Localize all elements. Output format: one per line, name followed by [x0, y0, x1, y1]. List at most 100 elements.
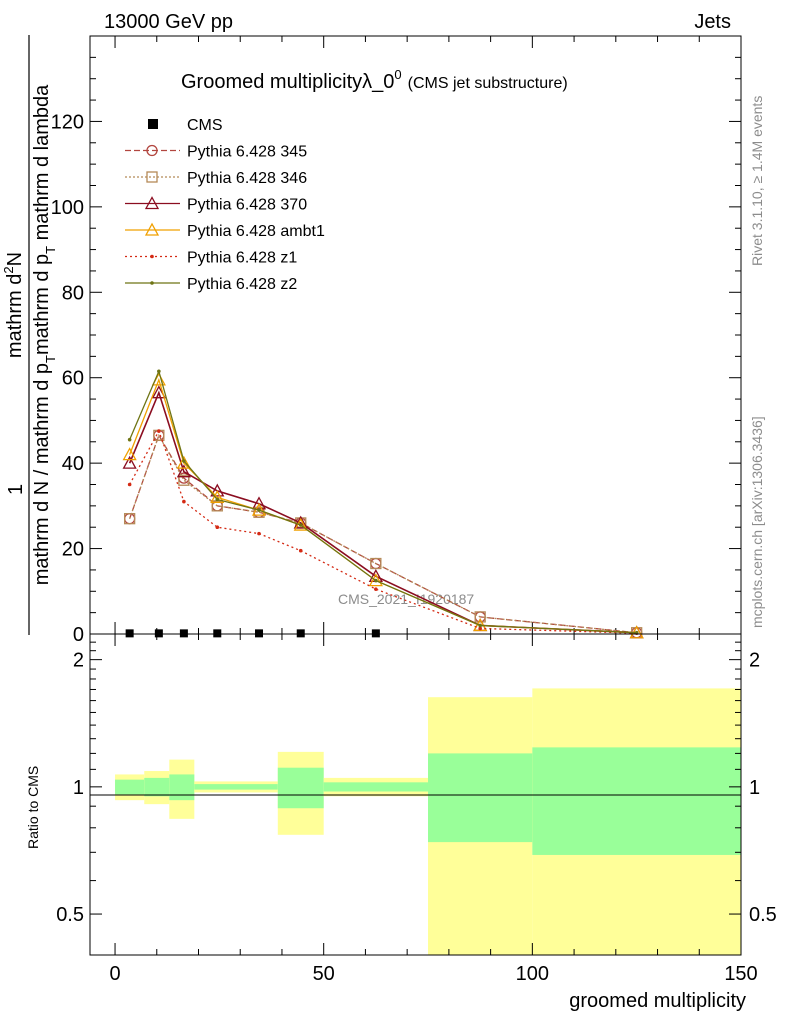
main-y-tick-label: 120 [51, 111, 84, 133]
cms-data-point [154, 629, 163, 638]
ratio-frame [89, 633, 742, 956]
ratio-y-tick-label-right: 0.5 [749, 904, 777, 926]
series-marker [374, 587, 378, 591]
watermark: CMS_2021_I1920187 [338, 591, 474, 607]
x-tick-label: 150 [724, 963, 757, 985]
legend-cms-label: CMS [187, 117, 223, 134]
series-marker [176, 455, 191, 469]
ratio-stat-band [323, 782, 429, 792]
series-marker [298, 548, 303, 553]
x-tick-label: 50 [313, 963, 335, 985]
y-label-numerator: mathrm d2N [1, 252, 26, 358]
series-marker [157, 429, 161, 433]
cms-data-point [296, 629, 305, 638]
series-marker [215, 497, 220, 502]
series-marker [122, 455, 137, 469]
ratio-y-tick-label: 0.5 [56, 904, 84, 926]
x-tick-label: 0 [109, 963, 120, 985]
rivet-label: Rivet 3.1.10, ≥ 1.4M events [749, 96, 765, 266]
y-den-p0: mathrm d N / mathrm d p [31, 363, 53, 585]
main-y-tick-label: 0 [73, 624, 84, 646]
main-y-tick-labels: 0 20 40 60 80 100 120 [51, 111, 84, 646]
series-layer [122, 369, 644, 639]
ratio-stat-band [277, 767, 324, 809]
series-marker [257, 531, 261, 536]
cms-data-point [179, 629, 188, 638]
ratio-stat-band [428, 753, 533, 843]
series-marker [298, 523, 303, 527]
x-axis-label: groomed multiplicity [569, 990, 746, 1012]
series-marker [151, 385, 166, 399]
main-y-tick-label: 60 [62, 368, 84, 390]
series-marker [150, 254, 154, 259]
header-jets: Jets [694, 11, 731, 33]
series-marker [370, 557, 382, 570]
legend-label: Pythia 6.428 345 [187, 144, 307, 161]
ratio-y-tick-label: 1 [73, 777, 84, 799]
cms-data-layer [125, 629, 380, 638]
cms-data-point [213, 629, 222, 638]
ratio-y-label: Ratio to CMS [25, 766, 41, 849]
series-marker [478, 626, 482, 631]
series-marker [144, 222, 160, 236]
series-marker [146, 144, 158, 157]
y-den-sub2: T [43, 246, 58, 254]
series-line [129, 433, 637, 634]
chart-title-sup: 0 [394, 67, 401, 82]
legend-label: Pythia 6.428 370 [187, 197, 307, 214]
y-num-p0: mathrm d [4, 274, 26, 358]
series-marker [210, 483, 225, 497]
series-marker [182, 459, 186, 463]
ratio-y-tick-label-right: 1 [749, 777, 760, 799]
legend-label: Pythia 6.428 z2 [187, 276, 297, 293]
series-marker [182, 499, 186, 504]
series-marker [123, 513, 136, 525]
series-marker [157, 369, 161, 374]
ratio-bands [115, 688, 741, 955]
y-den-sub1: T [43, 355, 58, 363]
ratio-stat-band [144, 777, 170, 797]
ratio-ticks: 0.5 0.5 1 1 2 2 0 50 100 150 [56, 633, 777, 985]
y-axis-label: 1 mathrm d2N mathrm d N / mathrm d pTmat… [1, 35, 58, 635]
series-marker [146, 171, 158, 183]
series-marker [122, 447, 137, 461]
ratio-stat-band [169, 774, 195, 801]
series-marker [127, 437, 132, 442]
y-den-p4: mathrm d lambda [31, 84, 53, 246]
main-y-tick-label: 80 [62, 282, 84, 304]
ratio-stat-band [115, 779, 145, 795]
y-num-sup: 2 [1, 266, 16, 273]
legend-label: Pythia 6.428 ambt1 [187, 223, 325, 240]
series-marker [150, 281, 154, 285]
series-marker [293, 515, 308, 529]
legend-label: Pythia 6.428 z1 [187, 250, 297, 267]
cms-data-point [125, 629, 134, 638]
legend-label: Pythia 6.428 346 [187, 170, 307, 187]
series-marker [368, 573, 383, 587]
series-line [129, 429, 637, 634]
chart-title-main: Groomed multiplicityλ_0 [181, 71, 394, 93]
ratio-y-tick-label: 2 [73, 650, 84, 672]
ratio-y-tick-label-right: 2 [749, 650, 760, 672]
main-y-tick-label: 20 [62, 539, 84, 561]
ratio-stat-band [532, 747, 741, 855]
chart-subtitle: (CMS jet substructure) [408, 75, 568, 92]
chart-title: Groomed multiplicityλ_00 (CMS jet substru… [181, 67, 568, 93]
x-tick-label: 100 [516, 963, 549, 985]
y-den-p2: mathrm d p [31, 254, 53, 355]
series-marker [215, 525, 220, 530]
main-y-tick-label: 100 [51, 197, 84, 219]
main-ticks [90, 35, 742, 635]
series-marker [257, 508, 261, 512]
cms-data-point [371, 629, 380, 638]
series-marker [374, 578, 378, 583]
mcplots-label: mcplots.cern.ch [arXiv:1306.3436] [749, 416, 765, 628]
ratio-stat-band [194, 784, 278, 790]
header-energy: 13000 GeV pp [104, 11, 233, 33]
legend-cms-marker [148, 119, 158, 129]
series-marker [178, 474, 190, 486]
y-label-denominator: mathrm d N / mathrm d pTmathrm d pT math… [31, 84, 58, 585]
series-marker [127, 482, 132, 487]
